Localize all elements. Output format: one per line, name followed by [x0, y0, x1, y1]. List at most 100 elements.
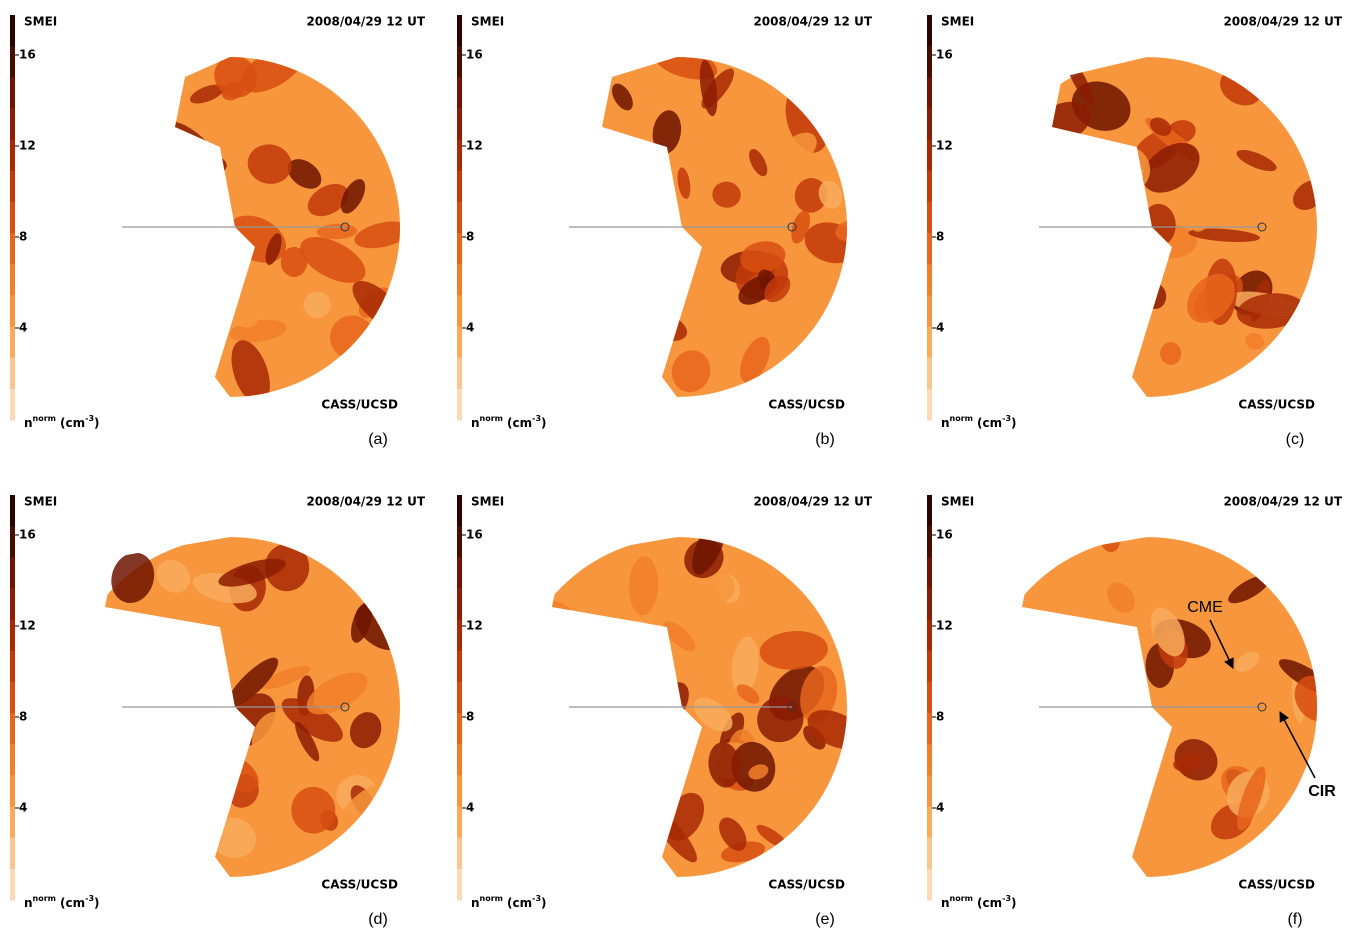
density-blob [148, 659, 189, 695]
density-blob [1009, 185, 1076, 256]
colorbar-band [927, 838, 932, 870]
colorbar-label-part: ) [94, 896, 99, 910]
colorbar-band [927, 264, 932, 296]
density-blob [1022, 805, 1072, 866]
colorbar-band [457, 713, 462, 745]
colorbar-band [457, 557, 462, 589]
panel-label: (d) [368, 911, 388, 928]
colorbar-label: nnorm(cm-3) [24, 894, 100, 910]
density-blob [997, 299, 1053, 347]
colorbar-band [927, 526, 932, 558]
date: 2008/04/29 12 UT [753, 15, 872, 29]
credit: CASS/UCSD [1238, 398, 1315, 412]
colorbar-band [457, 46, 462, 78]
colorbar-tick-label: 16 [936, 528, 953, 542]
colorbar-band [10, 389, 15, 421]
colorbar-label-part: (cm [507, 896, 532, 910]
colorbar-band [927, 171, 932, 203]
credit: CASS/UCSD [321, 878, 398, 892]
density-blob [118, 80, 182, 105]
density-blob [116, 811, 167, 861]
colorbar-label-part: n [471, 896, 480, 910]
colorbar-tick-label: 8 [19, 230, 27, 244]
colorbar-band [10, 202, 15, 234]
colorbar-label: nnorm(cm-3) [24, 414, 100, 430]
colorbar-band [10, 140, 15, 172]
density-blob [1108, 261, 1138, 286]
density-blob [1048, 677, 1084, 705]
colorbar-tick-label: 4 [466, 801, 474, 815]
colorbar-band [10, 713, 15, 745]
colorbar-label-part: -3 [1002, 894, 1011, 903]
instrument: SMEI [24, 15, 57, 29]
colorbar-band [927, 389, 932, 421]
colorbar-band [927, 295, 932, 327]
colorbar-band [10, 264, 15, 296]
credit: CASS/UCSD [768, 878, 845, 892]
density-blob [999, 136, 1065, 188]
colorbar-band [457, 264, 462, 296]
colorbar-band [457, 202, 462, 234]
colorbar-band [10, 557, 15, 589]
colorbar-band [927, 108, 932, 140]
density-blob [122, 695, 167, 752]
colorbar-band [10, 744, 15, 776]
colorbar-tick-label: 4 [936, 321, 944, 335]
annotation-cme: CME [1187, 599, 1223, 616]
colorbar-label-part: n [941, 416, 950, 430]
colorbar-band [457, 838, 462, 870]
colorbar-tick-label: 8 [19, 710, 27, 724]
colorbar-band [457, 295, 462, 327]
density-blob [518, 712, 561, 739]
density-blob [129, 702, 183, 754]
density-blob [1036, 684, 1083, 744]
colorbar-band [457, 358, 462, 390]
colorbar-band [927, 713, 932, 745]
instrument: SMEI [471, 15, 504, 29]
colorbar-band [457, 588, 462, 620]
density-blob [1078, 663, 1112, 688]
colorbar-label-part: n [941, 896, 950, 910]
colorbar-band [10, 682, 15, 714]
colorbar-band [457, 77, 462, 109]
colorbar-tick-label: 8 [936, 230, 944, 244]
colorbar-label-part: norm [480, 414, 503, 423]
colorbar-band [457, 171, 462, 203]
density-blob [515, 138, 554, 178]
density-blob [55, 712, 128, 746]
density-blob [181, 151, 228, 177]
colorbar-band [457, 526, 462, 558]
density-blob [94, 220, 123, 250]
colorbar-band [10, 358, 15, 390]
colorbar-tick-label: 8 [466, 710, 474, 724]
colorbar-band [927, 46, 932, 78]
density-map [512, 513, 869, 877]
colorbar-band [927, 77, 932, 109]
colorbar-label-part: norm [33, 894, 56, 903]
colorbar-band [10, 327, 15, 359]
colorbar-band [10, 15, 15, 47]
density-blob [1039, 158, 1092, 200]
density-blob [1099, 662, 1149, 718]
colorbar-label-part: (cm [977, 896, 1002, 910]
density-blob [188, 165, 231, 211]
colorbar-band [10, 620, 15, 652]
density-blob [559, 345, 614, 384]
density-blob [182, 177, 216, 206]
colorbar-label-part: ) [1011, 416, 1016, 430]
density-blob [40, 715, 106, 761]
colorbar-label-part: (cm [507, 416, 532, 430]
colorbar-band [457, 651, 462, 683]
density-blob [595, 676, 660, 748]
density-blob [605, 225, 628, 260]
panel-label: (b) [815, 431, 835, 448]
colorbar-label-part: ) [94, 416, 99, 430]
density-blob [579, 227, 619, 264]
colorbar-label-part: -3 [532, 894, 541, 903]
density-blob [115, 230, 161, 302]
colorbar-tick-label: 8 [466, 230, 474, 244]
colorbar-label-part: -3 [532, 414, 541, 423]
colorbar-band [10, 807, 15, 839]
colorbar-tick-label: 8 [936, 710, 944, 724]
